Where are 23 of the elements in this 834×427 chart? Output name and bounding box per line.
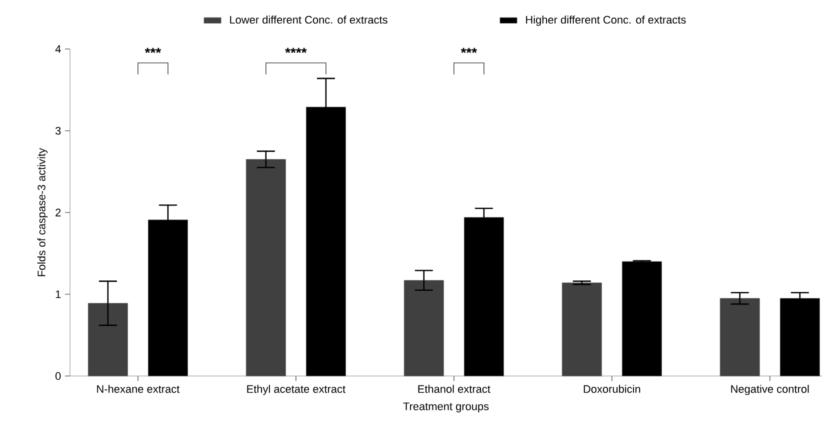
bar (562, 282, 602, 376)
y-tick-label: 1 (56, 290, 61, 298)
annotation: **** (285, 48, 307, 54)
x-axis-title: Treatment groups (403, 402, 489, 412)
y-tick-label: 4 (55, 45, 61, 53)
y-tick-label: 3 (55, 126, 61, 135)
x-tick-label: N-hexane extract (97, 384, 180, 393)
x-tick-label: Ethanol extract (418, 384, 490, 393)
y-tick-label: 2 (56, 208, 61, 216)
legend-label: Higher different Conc. of extracts (526, 16, 686, 26)
bar (404, 280, 444, 376)
bar (246, 159, 286, 376)
x-tick-label: Doxorubicin (584, 384, 640, 393)
annotation: *** (144, 48, 162, 54)
bar (622, 261, 662, 376)
x-tick-label: Ethyl acetate extract (247, 384, 346, 396)
legend-label: Lower different Conc. of extracts (230, 16, 388, 24)
bar (720, 298, 760, 376)
bar (88, 303, 128, 376)
y-axis-title: Folds of caspase-3 activity (37, 148, 48, 276)
annotation: *** (460, 48, 478, 54)
y-tick-label: 0 (55, 372, 61, 380)
x-tick-label: Negative control (731, 384, 809, 396)
